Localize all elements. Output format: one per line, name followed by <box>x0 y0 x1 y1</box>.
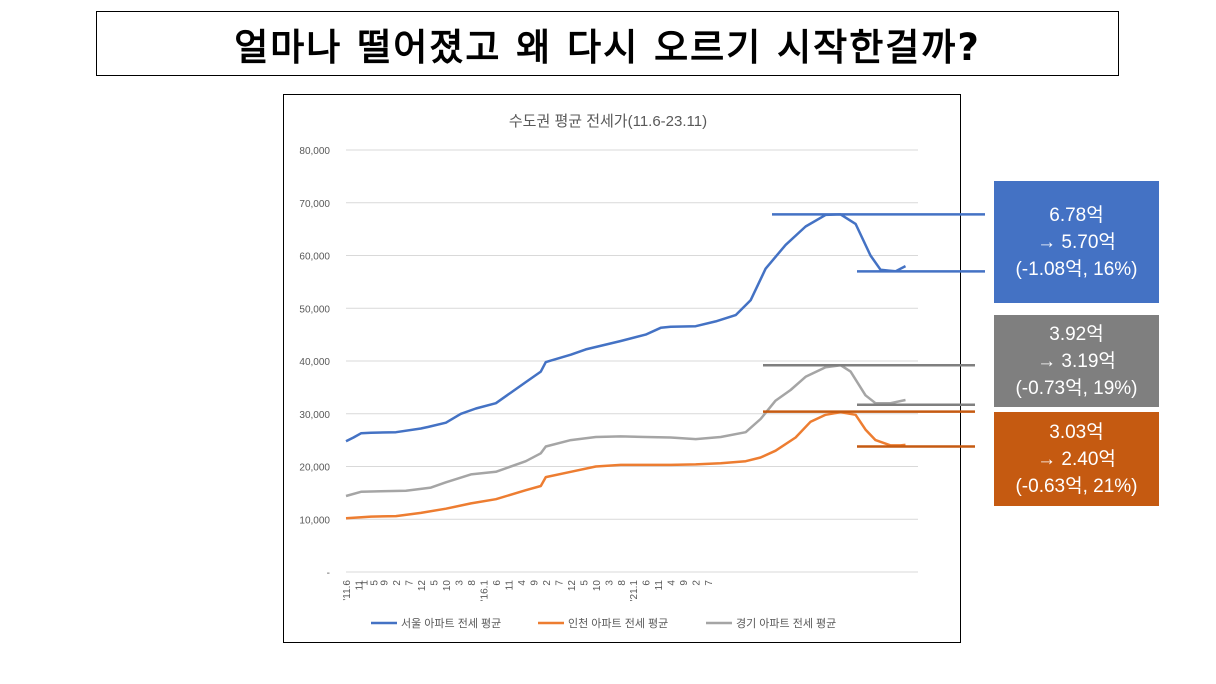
legend-label: 인천 아파트 전세 평균 <box>568 616 668 630</box>
x-tick-label: 4 <box>667 580 678 586</box>
x-tick-label: 2 <box>392 580 403 586</box>
x-tick-label: 5 <box>369 580 380 586</box>
x-tick-label: 11 <box>654 580 665 591</box>
y-tick-label: 20,000 <box>299 463 330 474</box>
x-tick-label: 8 <box>617 580 628 586</box>
x-tick-label: 8 <box>467 580 478 586</box>
y-tick-label: - <box>327 568 330 579</box>
x-tick-label: 6 <box>642 580 653 586</box>
y-tick-label: 10,000 <box>299 515 330 526</box>
series-line <box>345 213 907 443</box>
gyeonggi-callout-after: → 3.19억 <box>1037 350 1116 372</box>
x-tick-label: 10 <box>442 580 453 592</box>
seoul-callout-before: 6.78억 <box>1049 204 1104 226</box>
x-tick-label: 12 <box>417 580 428 592</box>
x-tick-label: 7 <box>554 580 565 586</box>
incheon-callout-before: 3.03억 <box>1049 421 1104 443</box>
x-tick-label: 3 <box>454 580 465 586</box>
x-tick-label: '21.1 <box>629 580 640 602</box>
seoul-callout-after: → 5.70억 <box>1037 231 1116 253</box>
x-tick-label: 2 <box>542 580 553 586</box>
y-tick-label: 50,000 <box>299 304 330 315</box>
seoul-callout-box: 6.78억 → 5.70억 (-1.08억, 16%) <box>994 181 1159 303</box>
y-tick-label: 70,000 <box>299 199 330 210</box>
gyeonggi-callout-before: 3.92억 <box>1049 323 1104 345</box>
x-tick-label: 1 <box>359 580 370 586</box>
incheon-callout-after: → 2.40억 <box>1037 448 1116 470</box>
x-tick-label: 9 <box>379 580 390 586</box>
x-tick-label: 9 <box>529 580 540 586</box>
x-tick-label: '16.1 <box>479 580 490 602</box>
x-tick-label: 7 <box>704 580 715 586</box>
y-tick-label: 60,000 <box>299 252 330 263</box>
x-tick-label: 11 <box>354 580 365 591</box>
slide-title-box: 얼마나 떨어졌고 왜 다시 오르기 시작한걸까? <box>96 11 1119 76</box>
incheon-callout-box: 3.03억 → 2.40억 (-0.63억, 21%) <box>994 412 1159 506</box>
x-tick-label: 11 <box>504 580 515 591</box>
x-tick-label: 12 <box>567 580 578 592</box>
x-tick-label: 4 <box>517 580 528 586</box>
y-tick-label: 30,000 <box>299 410 330 421</box>
x-tick-label: 6 <box>492 580 503 586</box>
x-tick-label: 5 <box>429 580 440 586</box>
y-tick-label: 80,000 <box>299 146 330 157</box>
x-tick-label: 5 <box>579 580 590 586</box>
y-tick-label: 40,000 <box>299 357 330 368</box>
gyeonggi-callout-box: 3.92억 → 3.19억 (-0.73억, 19%) <box>994 315 1159 407</box>
legend-label: 경기 아파트 전세 평균 <box>736 617 836 630</box>
x-tick-label: 2 <box>692 580 703 586</box>
gyeonggi-callout-change: (-0.73억, 19%) <box>1015 377 1138 399</box>
legend-label: 서울 아파트 전세 평균 <box>401 617 501 630</box>
seoul-callout-change: (-1.08억, 16%) <box>1015 258 1138 280</box>
series-line <box>345 363 906 498</box>
x-tick-label: 7 <box>404 580 415 586</box>
x-tick-label: 3 <box>604 580 615 586</box>
x-tick-label: '11.6 <box>342 580 353 601</box>
x-tick-label: 10 <box>592 580 603 592</box>
x-tick-label: 9 <box>679 580 690 586</box>
series-line <box>345 410 906 520</box>
chart-title: 수도권 평균 전세가(11.6-23.11) <box>509 113 707 130</box>
slide-title: 얼마나 떨어졌고 왜 다시 오르기 시작한걸까? <box>234 25 981 69</box>
incheon-callout-change: (-0.63억, 21%) <box>1015 475 1138 497</box>
